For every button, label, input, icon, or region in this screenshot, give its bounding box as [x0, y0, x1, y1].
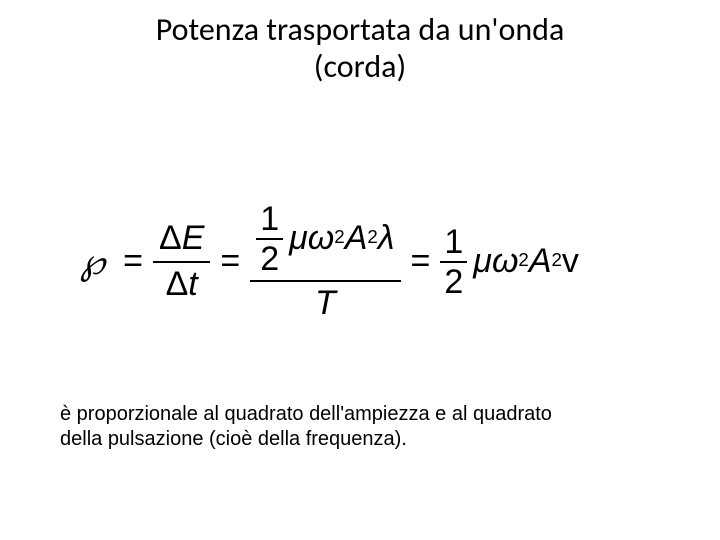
one-half-1: 1 2 [256, 202, 283, 276]
symbol-A-1: A [345, 221, 368, 257]
frac1-bar [153, 261, 210, 263]
frac-energy-over-T: 1 2 μω2A2λ T [250, 200, 400, 324]
symbol-mu-1: μ [289, 221, 308, 257]
symbol-power: ℘ [80, 241, 105, 283]
equals-3: = [411, 242, 431, 281]
symbol-v: v [562, 242, 579, 281]
delta-1: Δ [159, 219, 182, 257]
symbol-A-2: A [529, 242, 552, 281]
frac1-num: ΔE [153, 219, 210, 259]
power-formula: ℘ = ΔE Δt = 1 2 [80, 200, 640, 324]
symbol-mu-2: μ [473, 242, 492, 281]
symbol-omega-1: ω [308, 221, 334, 257]
symbol-t: t [188, 265, 197, 303]
rhs-expression: 1 2 μω2A2v [440, 225, 579, 299]
half-num-1: 1 [256, 202, 283, 236]
exp-omega-2: 2 [518, 249, 528, 271]
half-num-2: 1 [440, 225, 467, 259]
equals-1: = [123, 242, 143, 281]
delta-2: Δ [166, 265, 189, 303]
half-den-1: 2 [256, 242, 283, 276]
frac2-num: 1 2 μω2A2λ [250, 200, 400, 278]
exp-A-2: 2 [552, 249, 562, 271]
one-half-2: 1 2 [440, 225, 467, 299]
symbol-omega-2: ω [492, 242, 518, 281]
symbol-lambda: λ [378, 221, 395, 257]
frac1-den: Δt [160, 265, 204, 305]
equals-2: = [220, 242, 240, 281]
symbol-T: T [309, 284, 342, 324]
frac-deltaE-deltat: ΔE Δt [153, 219, 210, 304]
frac2-bar [250, 280, 400, 282]
title-line-2: (corda) [314, 47, 406, 86]
title-line-1: Potenza trasportata da un'onda [156, 10, 565, 49]
slide-title: Potenza trasportata da un'onda (corda) [0, 12, 720, 86]
formula-region: ℘ = ΔE Δt = 1 2 [80, 200, 640, 324]
slide: Potenza trasportata da un'onda (corda) ℘… [0, 0, 720, 540]
caption-text: è proporzionale al quadrato dell'ampiezz… [60, 402, 660, 452]
exp-A-1: 2 [367, 227, 377, 247]
caption-line-1: è proporzionale al quadrato dell'ampiezz… [60, 403, 552, 425]
half-den-2: 2 [440, 265, 467, 299]
exp-omega-1: 2 [334, 227, 344, 247]
symbol-E: E [182, 219, 205, 257]
caption-line-2: della pulsazione (cioè della frequenza). [60, 428, 407, 450]
